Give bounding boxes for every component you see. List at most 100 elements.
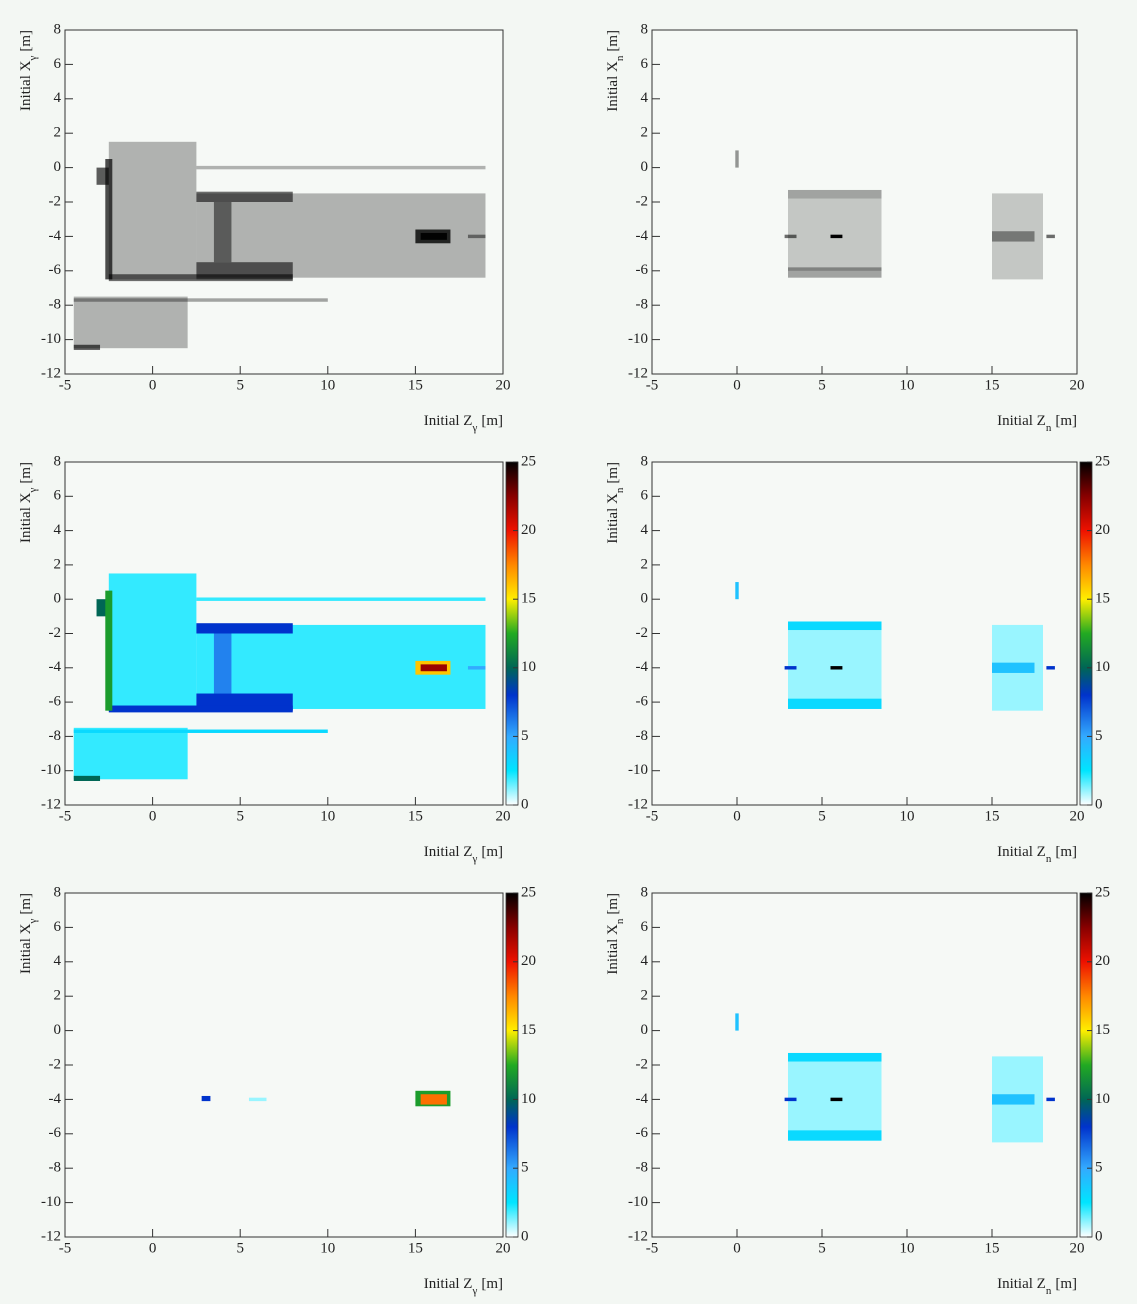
label-text: Initial Z bbox=[424, 1276, 473, 1292]
y-tick-label: -6 bbox=[636, 262, 649, 278]
y-tick-label: 0 bbox=[54, 1022, 62, 1038]
y-axis-label: Initial Xn [m] bbox=[605, 30, 625, 112]
label-subscript: γ bbox=[471, 1285, 477, 1297]
x-tick-label: 20 bbox=[1070, 377, 1085, 393]
density-cell bbox=[992, 1094, 1035, 1105]
x-tick-label: 10 bbox=[320, 808, 335, 824]
y-tick-label: -10 bbox=[41, 1194, 61, 1210]
y-tick-label: 4 bbox=[54, 90, 62, 106]
density-cell bbox=[830, 1097, 843, 1102]
y-tick-label: -4 bbox=[49, 659, 62, 675]
label-text: Initial X bbox=[605, 493, 621, 544]
y-tick-label: 6 bbox=[641, 919, 649, 935]
label-subscript: γ bbox=[471, 422, 477, 434]
x-tick-label: 20 bbox=[496, 1240, 511, 1256]
y-tick-label: 6 bbox=[641, 488, 649, 504]
density-cell bbox=[735, 1013, 739, 1031]
density-cell bbox=[467, 234, 486, 239]
density-cell bbox=[213, 633, 232, 694]
x-tick-label: 15 bbox=[985, 808, 1000, 824]
y-tick-label: -6 bbox=[636, 694, 649, 710]
density-cell bbox=[196, 191, 293, 202]
label-unit: [m] bbox=[1055, 413, 1077, 429]
y-tick-label: -12 bbox=[41, 365, 61, 381]
density-cell bbox=[105, 159, 113, 280]
x-tick-label: -5 bbox=[646, 377, 659, 393]
label-unit: [m] bbox=[1055, 844, 1077, 860]
density-cell bbox=[108, 141, 197, 280]
y-tick-label: -6 bbox=[49, 694, 62, 710]
y-tick-label: -8 bbox=[49, 728, 62, 744]
y-tick-label: 6 bbox=[641, 56, 649, 72]
y-tick-label: -2 bbox=[636, 193, 649, 209]
density-cell bbox=[788, 267, 882, 278]
x-tick-label: 0 bbox=[149, 1240, 157, 1256]
colorbar-tick-label: 5 bbox=[521, 1160, 529, 1176]
label-unit: [m] bbox=[605, 893, 621, 915]
label-subscript: γ bbox=[27, 919, 39, 925]
label-subscript: n bbox=[1046, 422, 1052, 434]
y-axis-label: Initial Xγ [m] bbox=[18, 893, 38, 974]
x-axis-label: Initial Zn [m] bbox=[997, 413, 1077, 433]
y-tick-label: 2 bbox=[641, 556, 649, 572]
density-cell bbox=[73, 344, 101, 350]
label-text: Initial X bbox=[605, 61, 621, 112]
label-unit: [m] bbox=[1055, 1276, 1077, 1292]
x-tick-label: -5 bbox=[646, 808, 659, 824]
y-tick-label: -2 bbox=[636, 625, 649, 641]
density-cell bbox=[788, 698, 882, 709]
x-tick-label: 20 bbox=[1070, 808, 1085, 824]
label-subscript: n bbox=[614, 55, 626, 61]
plot-area bbox=[65, 893, 503, 1237]
colorbar bbox=[505, 892, 519, 1238]
density-cell bbox=[196, 597, 486, 601]
label-subscript: n bbox=[1046, 1285, 1052, 1297]
x-tick-label: 15 bbox=[985, 377, 1000, 393]
density-cell bbox=[420, 232, 447, 240]
colorbar-tick-label: 5 bbox=[1095, 728, 1103, 744]
y-tick-label: 8 bbox=[54, 884, 62, 900]
x-tick-label: 15 bbox=[408, 377, 423, 393]
y-tick-label: 6 bbox=[54, 488, 62, 504]
y-tick-label: 8 bbox=[641, 453, 649, 469]
colorbar-tick-label: 15 bbox=[1095, 1022, 1110, 1038]
x-axis-label: Initial Zn [m] bbox=[997, 844, 1077, 864]
density-cell bbox=[108, 573, 197, 711]
label-text: Initial Z bbox=[424, 413, 473, 429]
density-cell bbox=[73, 298, 328, 302]
y-tick-label: -4 bbox=[636, 659, 649, 675]
label-text: Initial X bbox=[18, 923, 34, 974]
y-axis-label: Initial Xγ [m] bbox=[18, 462, 38, 543]
label-unit: [m] bbox=[18, 893, 34, 915]
x-tick-label: 10 bbox=[320, 377, 335, 393]
density-cell bbox=[784, 234, 797, 239]
density-cell bbox=[108, 274, 293, 282]
x-tick-label: -5 bbox=[59, 377, 72, 393]
label-text: Initial X bbox=[18, 60, 34, 111]
label-text: Initial Z bbox=[997, 844, 1046, 860]
colorbar bbox=[505, 461, 519, 806]
colorbar-tick-label: 15 bbox=[1095, 591, 1110, 607]
label-text: Initial Z bbox=[424, 844, 473, 860]
colorbar-tick-label: 10 bbox=[521, 659, 536, 675]
x-tick-label: 0 bbox=[733, 377, 741, 393]
y-tick-label: -10 bbox=[41, 331, 61, 347]
y-tick-label: 4 bbox=[641, 90, 649, 106]
colorbar bbox=[1079, 461, 1093, 806]
y-tick-label: 4 bbox=[54, 953, 62, 969]
x-tick-label: 5 bbox=[236, 808, 244, 824]
density-cell bbox=[105, 590, 113, 711]
y-tick-label: 4 bbox=[641, 953, 649, 969]
x-tick-label: 20 bbox=[496, 377, 511, 393]
density-cell bbox=[201, 1095, 211, 1102]
x-tick-label: 15 bbox=[408, 1240, 423, 1256]
y-tick-label: 8 bbox=[641, 21, 649, 37]
x-tick-label: 15 bbox=[408, 808, 423, 824]
y-tick-label: 6 bbox=[54, 919, 62, 935]
y-tick-label: -12 bbox=[41, 796, 61, 812]
y-tick-label: 2 bbox=[54, 125, 62, 141]
density-cell bbox=[992, 231, 1035, 242]
